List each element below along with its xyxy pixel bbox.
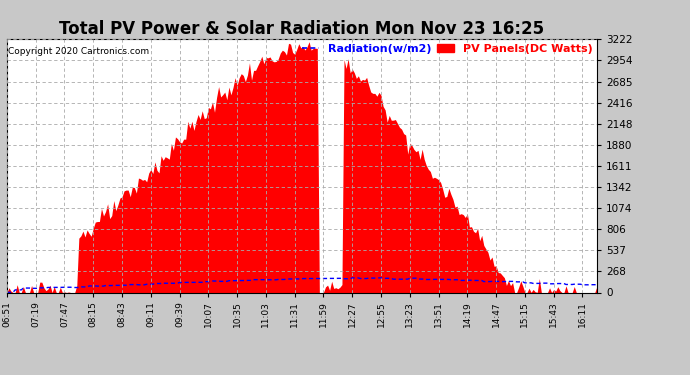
- Legend: Radiation(w/m2), PV Panels(DC Watts): Radiation(w/m2), PV Panels(DC Watts): [300, 42, 595, 56]
- Title: Total PV Power & Solar Radiation Mon Nov 23 16:25: Total PV Power & Solar Radiation Mon Nov…: [59, 20, 544, 38]
- Text: Copyright 2020 Cartronics.com: Copyright 2020 Cartronics.com: [8, 47, 149, 56]
